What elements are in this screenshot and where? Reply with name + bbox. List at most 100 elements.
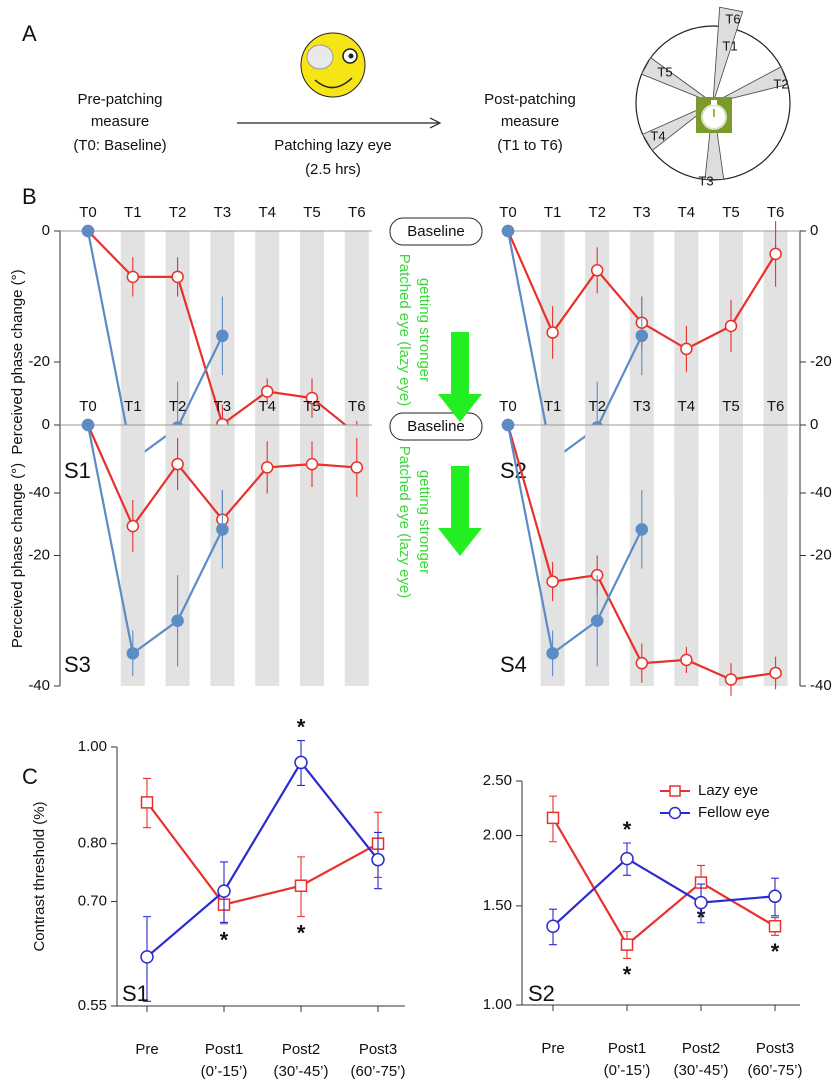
y-axis-label: Contrast threshold (%)	[31, 801, 48, 951]
y-tick-label: -20	[28, 546, 50, 563]
clock-label: T2	[773, 76, 788, 91]
x-tick-label: Post3	[359, 1041, 397, 1058]
shade-band	[674, 425, 699, 686]
marker	[546, 326, 559, 339]
pre-text: (T0: Baseline)	[73, 137, 166, 154]
marker	[546, 575, 559, 588]
pre-text: Pre-patching	[77, 91, 162, 108]
marker	[635, 523, 649, 536]
shade-band	[763, 425, 788, 686]
marker	[724, 673, 738, 686]
panel-label: B	[22, 184, 37, 209]
baseline-label: Baseline	[407, 223, 465, 240]
y-tick-label: -40	[810, 677, 832, 694]
y-axis-label: Perceived phase change (°)	[9, 463, 26, 648]
x-tick-label: T4	[258, 398, 276, 415]
baseline-label: Baseline	[407, 418, 465, 435]
x-tick-note: (60’-75’)	[350, 1063, 405, 1080]
x-tick-label: T3	[214, 398, 232, 415]
shade-band	[719, 425, 743, 686]
post-text: Post-patching	[484, 91, 576, 108]
x-tick-label: Pre	[541, 1040, 564, 1057]
clock-wedge	[704, 102, 725, 180]
marker	[294, 879, 308, 892]
x-tick-label: T0	[499, 398, 517, 415]
x-tick-label: T1	[544, 398, 562, 415]
marker	[546, 647, 559, 660]
arrow-text: (2.5 hrs)	[305, 161, 361, 178]
legend-label: Fellow eye	[698, 804, 770, 821]
significance-star: *	[297, 920, 306, 945]
x-tick-label: T3	[214, 204, 232, 221]
subject-label: S2	[528, 981, 555, 1006]
marker	[126, 270, 140, 284]
x-tick-label: T2	[588, 398, 606, 415]
marker	[501, 418, 515, 432]
significance-star: *	[220, 928, 229, 953]
marker	[216, 523, 229, 536]
y-tick-label: 0	[810, 222, 818, 239]
y-tick-label: 1.50	[483, 897, 512, 914]
y-tick-label: 0.80	[78, 835, 107, 852]
y-tick-label: 1.00	[483, 996, 512, 1013]
marker	[126, 519, 140, 533]
x-tick-label: T0	[499, 204, 517, 221]
clock-label: T5	[657, 64, 672, 79]
marker	[140, 796, 154, 809]
legend-marker	[668, 806, 682, 820]
arrow-label: getting stronger	[416, 278, 433, 382]
y-tick-label: 0	[810, 416, 818, 433]
clock-wedge	[641, 57, 714, 104]
marker	[216, 329, 229, 343]
y-tick-label: 0	[42, 222, 50, 239]
marker	[260, 385, 274, 398]
marker	[217, 884, 231, 898]
x-tick-note: (0’-15’)	[201, 1063, 248, 1080]
clock-wedge	[712, 6, 744, 104]
y-tick-label: 0.55	[78, 997, 107, 1014]
x-tick-label: T4	[678, 204, 696, 221]
x-tick-note: (30’-45’)	[273, 1063, 328, 1080]
marker	[768, 889, 782, 904]
series-line	[146, 801, 379, 906]
y-tick-label: -20	[28, 353, 50, 370]
x-tick-label: T2	[169, 398, 187, 415]
arrow-label: getting stronger	[416, 470, 433, 574]
y-tick-label: -40	[28, 484, 50, 501]
marker	[81, 418, 95, 432]
clock-label: T3	[698, 173, 713, 188]
marker	[501, 224, 515, 238]
baseline-box: Baseline Baseline	[389, 217, 483, 441]
post-text: measure	[501, 113, 559, 130]
y-tick-label: 0	[42, 416, 50, 433]
subject-label: S4	[500, 652, 527, 677]
marker	[140, 950, 154, 964]
marker	[294, 755, 308, 770]
smiley	[300, 32, 366, 98]
arrow-text: Patching lazy eye	[274, 137, 392, 154]
y-tick-label: 1.00	[78, 738, 107, 755]
x-tick-note: (60’-75’)	[747, 1062, 802, 1079]
marker	[126, 647, 140, 660]
panel-label: A	[22, 21, 37, 46]
marker	[590, 264, 604, 277]
x-tick-label: T6	[767, 398, 785, 415]
series-line	[506, 230, 643, 463]
x-tick-label: T2	[169, 204, 187, 221]
x-tick-label: T3	[633, 398, 651, 415]
x-tick-label: T2	[588, 204, 606, 221]
stopwatch	[696, 97, 732, 133]
arrow-label: Patched eye (lazy eye)	[396, 254, 413, 407]
marker	[171, 457, 184, 471]
significance-star: *	[297, 714, 306, 739]
legend-label: Lazy eye	[698, 782, 758, 799]
marker	[620, 851, 634, 866]
panel-label: C	[22, 764, 38, 789]
series-line	[506, 424, 643, 656]
marker	[620, 938, 634, 951]
marker	[305, 457, 319, 471]
marker	[768, 920, 782, 933]
x-tick-label: Pre	[135, 1041, 158, 1058]
marker	[680, 653, 693, 667]
marker	[260, 461, 274, 474]
